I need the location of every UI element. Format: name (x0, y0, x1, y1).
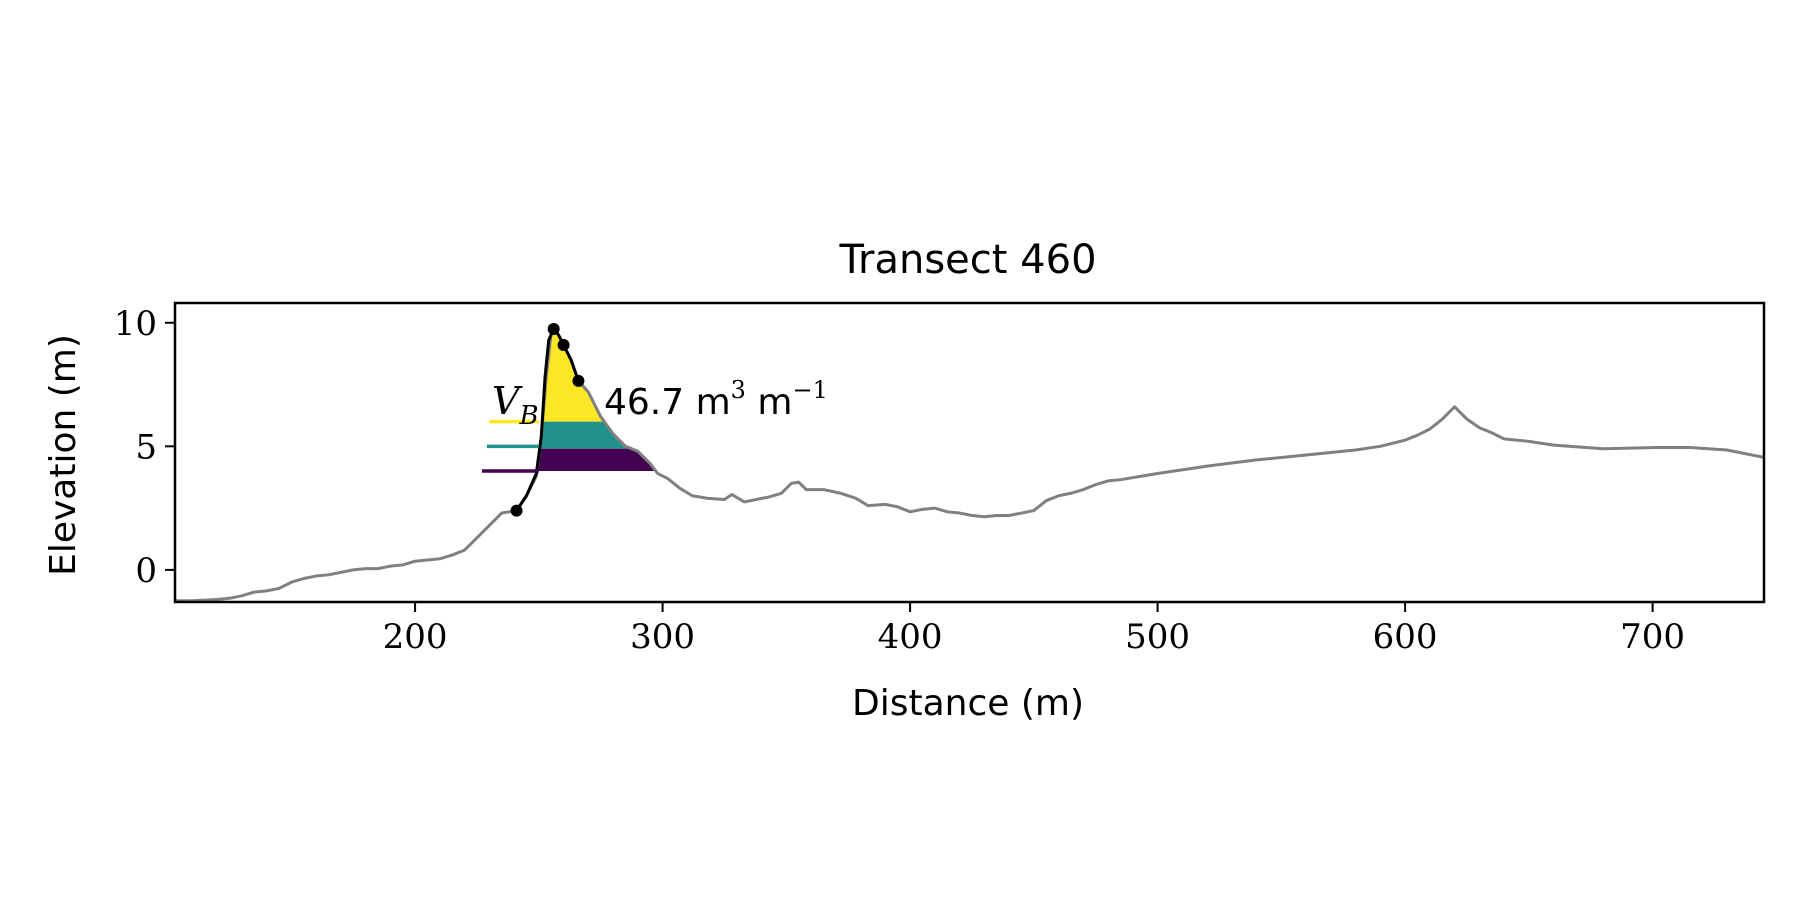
volume-band-1 (539, 421, 632, 449)
vb-label-main: V (492, 379, 523, 423)
volume-band-2 (536, 448, 656, 472)
x-tick-label: 200 (383, 617, 448, 657)
dune-marker-3 (572, 374, 585, 387)
volume-unit: m (746, 382, 793, 423)
profile-lines (175, 327, 1764, 602)
dune-marker-0 (510, 504, 523, 517)
volume-exponent-2: −1 (792, 376, 827, 404)
dune-markers (510, 322, 585, 517)
dune-marker-1 (547, 322, 560, 335)
dune-marker-2 (557, 339, 570, 352)
y-tick-label: 10 (114, 304, 157, 344)
plot-area (175, 327, 1764, 602)
vb-label-sub: B (518, 401, 538, 431)
chart-title: Transect 460 (838, 237, 1096, 283)
x-tick-label: 600 (1373, 617, 1438, 657)
volume-exponent-1: 3 (731, 376, 746, 404)
vb-label: VB (492, 379, 539, 431)
y-tick-label: 5 (135, 427, 157, 467)
volume-value: 46.7 m (604, 382, 731, 423)
y-axis-label: Elevation (m) (43, 334, 84, 576)
plot-frame (173, 301, 1766, 604)
x-axis-label: Distance (m) (852, 683, 1084, 724)
x-tick-label: 700 (1620, 617, 1685, 657)
volume-band-0 (542, 328, 605, 422)
x-tick-label: 300 (630, 617, 695, 657)
x-tick-label: 500 (1125, 617, 1190, 657)
volume-annotation: 46.7 m3 m−1 (604, 376, 828, 423)
x-tick-label: 400 (878, 617, 943, 657)
elevation-profile-line (175, 327, 1764, 602)
y-axis-ticks: 0 5 10 (114, 304, 175, 591)
x-axis-ticks: 200 300 400 500 600 700 (383, 602, 1685, 657)
band-legend-lines (481, 419, 539, 473)
y-tick-label: 0 (135, 551, 157, 591)
